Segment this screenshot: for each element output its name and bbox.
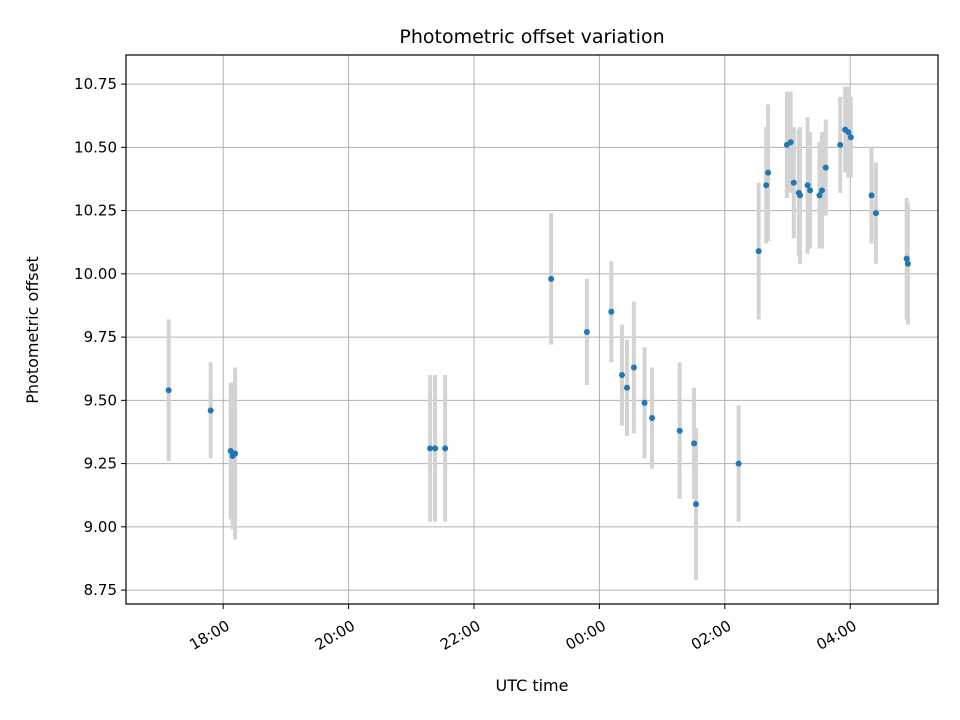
- y-axis-label: Photometric offset: [23, 256, 42, 404]
- data-points: [165, 126, 911, 508]
- data-point: [427, 445, 434, 452]
- data-point: [797, 192, 804, 199]
- data-point: [765, 169, 772, 176]
- data-point: [608, 308, 615, 315]
- y-tick-label: 9.50: [84, 391, 117, 409]
- data-point: [432, 445, 439, 452]
- data-point: [649, 415, 656, 422]
- data-point: [735, 460, 742, 467]
- data-point: [763, 182, 770, 189]
- data-point: [787, 139, 794, 146]
- data-point: [676, 427, 683, 434]
- data-point: [845, 129, 852, 136]
- data-point: [872, 210, 879, 217]
- data-point: [165, 387, 172, 394]
- data-point: [232, 450, 239, 457]
- data-point: [819, 187, 825, 194]
- y-tick-label: 10.25: [74, 202, 117, 220]
- y-axis-ticks: 8.75 9.00 9.25 9.50 9.75 10.00 10.25 10.50 10.75: [74, 75, 126, 599]
- data-point: [227, 447, 234, 454]
- data-point: [847, 134, 854, 141]
- data-point: [816, 192, 823, 199]
- data-point: [837, 141, 844, 148]
- data-point: [790, 179, 797, 186]
- data-point: [822, 164, 829, 171]
- y-tick-label: 9.25: [84, 455, 117, 473]
- data-point: [804, 182, 811, 189]
- y-tick-label: 8.75: [84, 581, 117, 599]
- data-point: [630, 364, 637, 371]
- y-tick-label: 10.50: [74, 138, 117, 156]
- data-point: [618, 372, 625, 379]
- data-point: [442, 445, 449, 452]
- data-point: [623, 384, 630, 391]
- data-point: [807, 187, 814, 194]
- data-point: [641, 399, 648, 406]
- data-point: [207, 407, 214, 414]
- data-point: [904, 260, 911, 267]
- y-tick-label: 9.75: [84, 328, 117, 346]
- plot-frame: [125, 54, 939, 605]
- y-tick-label: 9.00: [84, 518, 117, 536]
- data-point: [755, 248, 762, 255]
- data-point: [868, 192, 875, 199]
- data-point: [583, 329, 590, 336]
- data-point: [692, 501, 699, 508]
- data-point: [691, 440, 698, 447]
- data-point: [548, 275, 555, 282]
- chart-title: Photometric offset variation: [399, 26, 664, 48]
- x-axis-label: UTC time: [496, 676, 569, 695]
- y-tick-label: 10.75: [74, 75, 117, 93]
- data-point: [903, 255, 910, 262]
- y-tick-label: 10.00: [74, 265, 117, 283]
